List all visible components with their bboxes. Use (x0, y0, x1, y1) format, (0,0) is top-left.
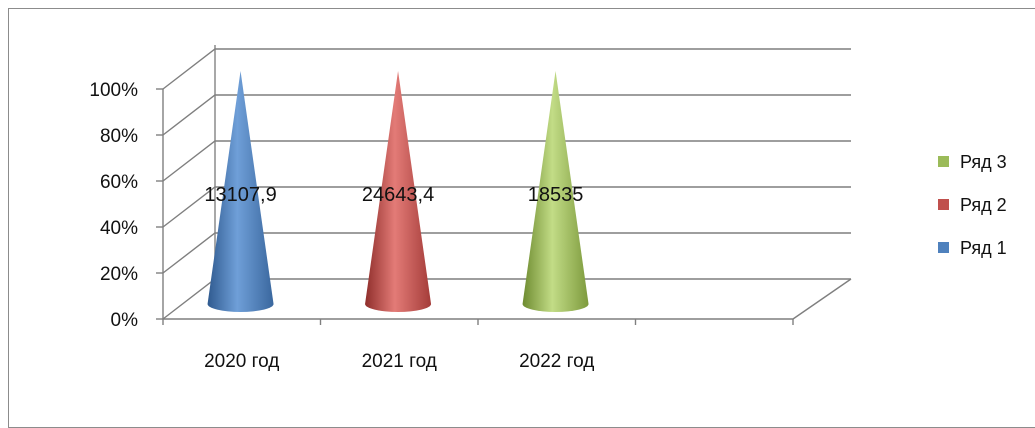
category-labels: 2020 год 2021 год 2022 год (204, 351, 594, 372)
y-tick-label: 20% (100, 264, 138, 285)
cones (207, 71, 589, 312)
cone-body (522, 71, 589, 312)
chart-frame (8, 8, 1035, 428)
legend-label: Ряд 2 (960, 195, 1007, 215)
axes (156, 88, 852, 325)
gridline (162, 232, 851, 274)
y-tick-label: 0% (111, 310, 139, 331)
category-label: 2021 год (362, 351, 437, 372)
cone (365, 71, 432, 312)
gridline (162, 140, 851, 182)
legend-swatch (938, 199, 949, 210)
legend-label: Ряд 3 (960, 152, 1007, 172)
cone-chart: 0% 20% 40% 60% 80% 100% 13107,9 24643,4 18535 2… (89, 45, 1007, 372)
data-label: 18535 (528, 184, 584, 206)
cone (522, 71, 589, 312)
y-tick-label: 60% (100, 172, 138, 193)
y-tick-label: 40% (100, 218, 138, 239)
legend-swatch (938, 156, 949, 167)
data-label: 24643,4 (362, 184, 434, 206)
data-labels: 13107,9 24643,4 18535 (204, 184, 583, 206)
cone (207, 71, 274, 312)
category-label: 2020 год (204, 351, 279, 372)
data-label: 13107,9 (204, 184, 276, 206)
cone-body (207, 71, 274, 312)
legend-label: Ряд 1 (960, 238, 1007, 258)
y-tick-label: 100% (89, 80, 138, 101)
y-tick-label: 80% (100, 126, 138, 147)
gridline (162, 48, 851, 90)
legend-swatch (938, 242, 949, 253)
legend-item: Ряд 1 (938, 238, 1007, 258)
gridline (162, 94, 851, 136)
category-label: 2022 год (519, 351, 594, 372)
legend-item: Ряд 3 (938, 152, 1007, 172)
legend: Ряд 3 Ряд 2 Ряд 1 (938, 152, 1007, 258)
gridline (162, 186, 851, 228)
legend-item: Ряд 2 (938, 195, 1007, 215)
y-tick-labels: 0% 20% 40% 60% 80% 100% (89, 80, 138, 331)
cone-body (365, 71, 432, 312)
